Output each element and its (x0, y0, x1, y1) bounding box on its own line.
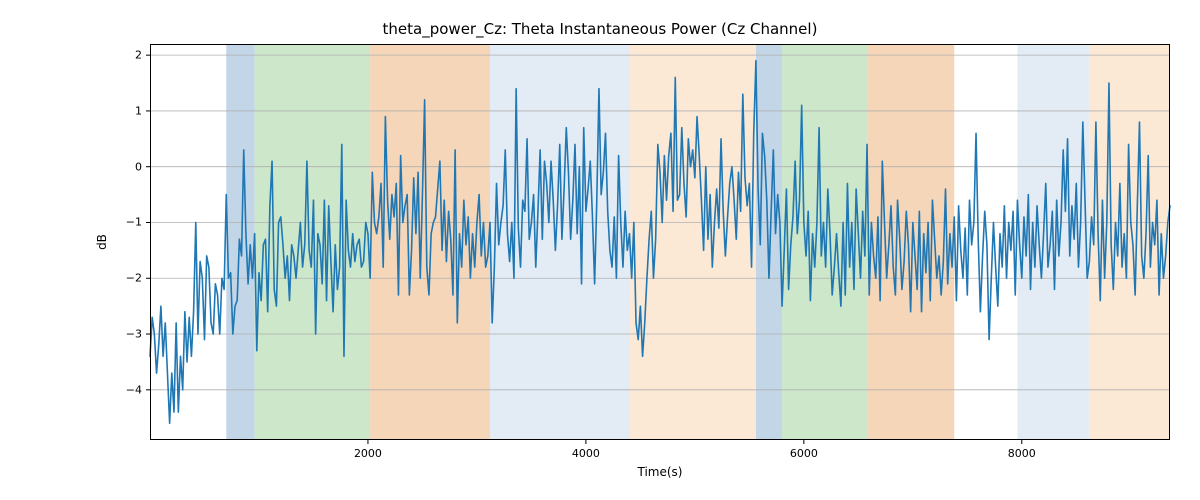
x-tick-label: 2000 (354, 447, 382, 460)
y-tick-label: −4 (126, 383, 142, 396)
figure: theta_power_Cz: Theta Instantaneous Powe… (0, 0, 1200, 500)
y-axis-label: dB (95, 234, 109, 250)
y-tick-label: 2 (135, 49, 142, 62)
y-tick-label: 1 (135, 104, 142, 117)
chart-title: theta_power_Cz: Theta Instantaneous Powe… (0, 20, 1200, 38)
y-tick-label: −2 (126, 272, 142, 285)
shaded-band (867, 44, 954, 440)
y-tick-label: 0 (135, 160, 142, 173)
y-tick-label: −1 (126, 216, 142, 229)
x-tick-label: 6000 (790, 447, 818, 460)
x-tick-label: 8000 (1008, 447, 1036, 460)
y-tick-label: −3 (126, 328, 142, 341)
x-axis-label: Time(s) (638, 465, 683, 479)
x-tick-label: 4000 (572, 447, 600, 460)
chart-axes (150, 44, 1170, 440)
